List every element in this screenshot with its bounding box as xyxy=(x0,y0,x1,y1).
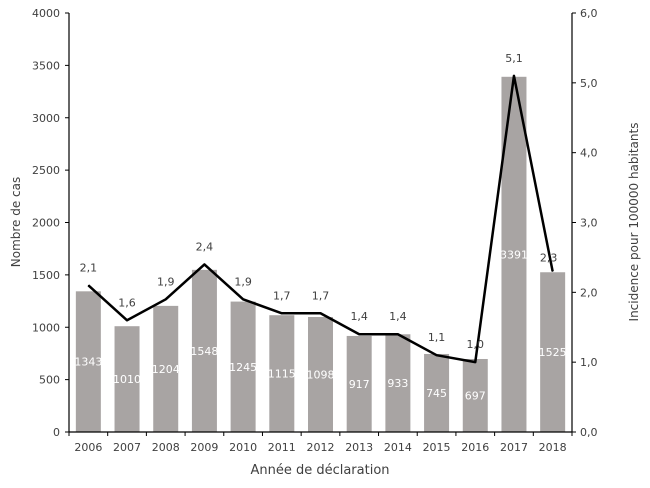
y2-tick-label: 0,0 xyxy=(580,426,598,439)
line-point xyxy=(397,333,399,335)
y2-tick-label: 6,0 xyxy=(580,7,598,20)
y-tick-label: 2500 xyxy=(32,164,60,177)
line-point xyxy=(203,263,205,265)
x-tick-label: 2014 xyxy=(384,441,412,454)
axes: 2006 2007 2008 2009 2010 2011 2012 2013 2014 2015… xyxy=(32,7,598,454)
line-point xyxy=(242,298,244,300)
bar xyxy=(114,326,140,432)
line-value-label: 1,9 xyxy=(157,275,175,288)
y-tick-label: 1500 xyxy=(32,269,60,282)
x-tick-label: 2010 xyxy=(229,441,257,454)
bar xyxy=(346,335,372,432)
x-tick-label: 2009 xyxy=(190,441,218,454)
bar-value-label: 1010 xyxy=(113,373,141,386)
x-tick-label: 2007 xyxy=(113,441,141,454)
labels: 1343 1010 1204 1548 1245 1115 1098 917 933 745 697… xyxy=(74,52,566,403)
bar-value-label: 3391 xyxy=(500,248,528,261)
y-tick-label: 4000 xyxy=(32,7,60,20)
bar xyxy=(385,334,411,432)
bar xyxy=(540,272,566,432)
bar-value-label: 1098 xyxy=(307,368,335,381)
y2-tick-label: 4,0 xyxy=(580,147,598,160)
bar-value-label: 745 xyxy=(426,387,447,400)
y2-tick-label: 5,0 xyxy=(580,77,598,90)
bar-value-label: 1525 xyxy=(539,346,567,359)
y-tick-label: 0 xyxy=(53,426,60,439)
y-tick-label: 3000 xyxy=(32,112,60,125)
x-tick-label: 2018 xyxy=(539,441,567,454)
x-tick-label: 2008 xyxy=(152,441,180,454)
bar-value-label: 917 xyxy=(349,378,370,391)
x-tick-label: 2015 xyxy=(423,441,451,454)
y2-axis-title: Incidence pour 100000 habitants xyxy=(627,123,641,322)
line-point xyxy=(513,75,515,77)
line-value-label: 1,9 xyxy=(234,275,252,288)
line-point xyxy=(320,312,321,314)
bar xyxy=(269,315,295,432)
bar xyxy=(424,353,450,432)
line-point xyxy=(165,298,167,300)
y2-tick-label: 2,0 xyxy=(580,286,598,299)
line-point xyxy=(358,333,360,335)
y-tick-label: 500 xyxy=(39,374,60,387)
x-tick-label: 2012 xyxy=(307,441,335,454)
bar xyxy=(462,358,488,432)
y2-tick-label: 3,0 xyxy=(580,217,598,230)
x-tick-label: 2017 xyxy=(500,441,528,454)
x-axis-title: Année de déclaration xyxy=(250,463,389,478)
bar-value-label: 1245 xyxy=(229,361,257,374)
line-series xyxy=(87,74,554,364)
line-value-label: 5,1 xyxy=(505,52,523,65)
y2-tick-label: 1,0 xyxy=(580,356,598,369)
line-value-label: 1,4 xyxy=(350,310,368,323)
y-tick-label: 1000 xyxy=(32,321,60,334)
line-value-label: 1,4 xyxy=(389,310,407,323)
line-value-label: 2,1 xyxy=(80,261,98,274)
line-value-label: 1,7 xyxy=(273,289,291,302)
line-point xyxy=(474,361,476,363)
bars xyxy=(75,76,566,432)
bar xyxy=(230,301,256,432)
line-point xyxy=(281,312,283,314)
line-value-label: 2,4 xyxy=(196,240,214,253)
line-value-label: 1,7 xyxy=(312,289,330,302)
x-tick-label: 2016 xyxy=(461,441,489,454)
x-tick-label: 2006 xyxy=(74,441,102,454)
line-point xyxy=(552,270,554,272)
x-tick-label: 2011 xyxy=(268,441,296,454)
line-value-label: 2,3 xyxy=(540,251,558,264)
bar-value-label: 1204 xyxy=(152,363,180,376)
y-tick-label: 3500 xyxy=(32,59,60,72)
bar-value-label: 1343 xyxy=(74,356,102,369)
bar-value-label: 1115 xyxy=(268,368,296,381)
line-value-label: 1,6 xyxy=(118,296,136,309)
line-point xyxy=(126,319,128,321)
x-tick-label: 2013 xyxy=(345,441,373,454)
bar xyxy=(75,291,101,432)
bar xyxy=(191,269,217,432)
y-tick-label: 2000 xyxy=(32,217,60,230)
line-value-label: 1,0 xyxy=(467,338,485,351)
y-axis-title: Nombre de cas xyxy=(9,177,23,268)
bar-value-label: 1548 xyxy=(190,345,218,358)
line-point xyxy=(436,354,438,356)
bar xyxy=(153,305,179,432)
bar-value-label: 697 xyxy=(465,389,486,402)
line-point xyxy=(87,284,89,286)
line-value-label: 1,1 xyxy=(428,331,446,344)
bar-value-label: 933 xyxy=(387,377,408,390)
bar xyxy=(308,316,333,432)
